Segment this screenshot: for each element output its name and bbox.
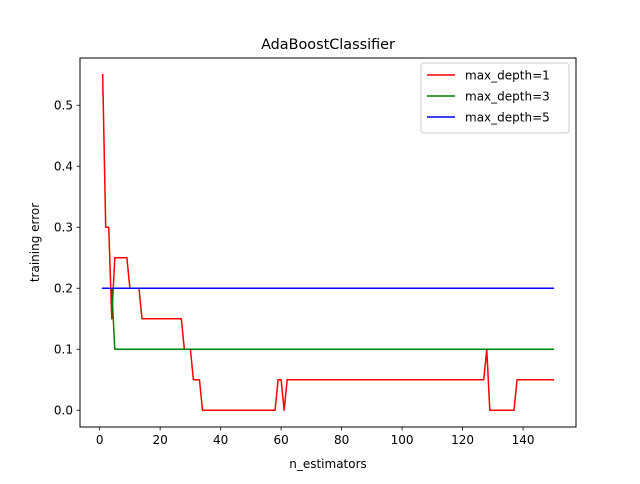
x-axis-label: n_estimators (289, 457, 367, 471)
y-ticks: 0.0 0.1 0.2 0.3 0.4 0.5 (54, 99, 80, 418)
x-tick-label: 80 (334, 433, 349, 447)
x-tick-label: 20 (153, 433, 168, 447)
x-tick-label: 100 (391, 433, 414, 447)
legend-label-1: max_depth=1 (465, 68, 550, 82)
legend: max_depth=1 max_depth=3 max_depth=5 (420, 62, 570, 134)
legend-label-3: max_depth=5 (465, 110, 550, 124)
series-line-1 (101, 74, 555, 411)
y-tick-label: 0.0 (54, 404, 73, 418)
x-tick-label: 40 (213, 433, 228, 447)
x-tick-label: 140 (512, 433, 535, 447)
y-tick-label: 0.4 (54, 160, 73, 174)
plot-lines (101, 74, 555, 411)
legend-label-2: max_depth=3 (465, 89, 550, 103)
chart-title: AdaBoostClassifier (261, 37, 395, 53)
x-ticks: 0 20 40 60 80 100 120 140 (96, 427, 535, 447)
y-tick-label: 0.5 (54, 99, 73, 113)
x-tick-label: 0 (96, 433, 104, 447)
x-tick-label: 60 (273, 433, 288, 447)
y-tick-label: 0.2 (54, 282, 73, 296)
legend-box (420, 62, 570, 134)
plot-frame (79, 57, 577, 428)
y-tick-label: 0.1 (54, 343, 73, 357)
y-tick-label: 0.3 (54, 221, 73, 235)
x-tick-label: 120 (451, 433, 474, 447)
y-axis-label: training error (28, 203, 42, 282)
